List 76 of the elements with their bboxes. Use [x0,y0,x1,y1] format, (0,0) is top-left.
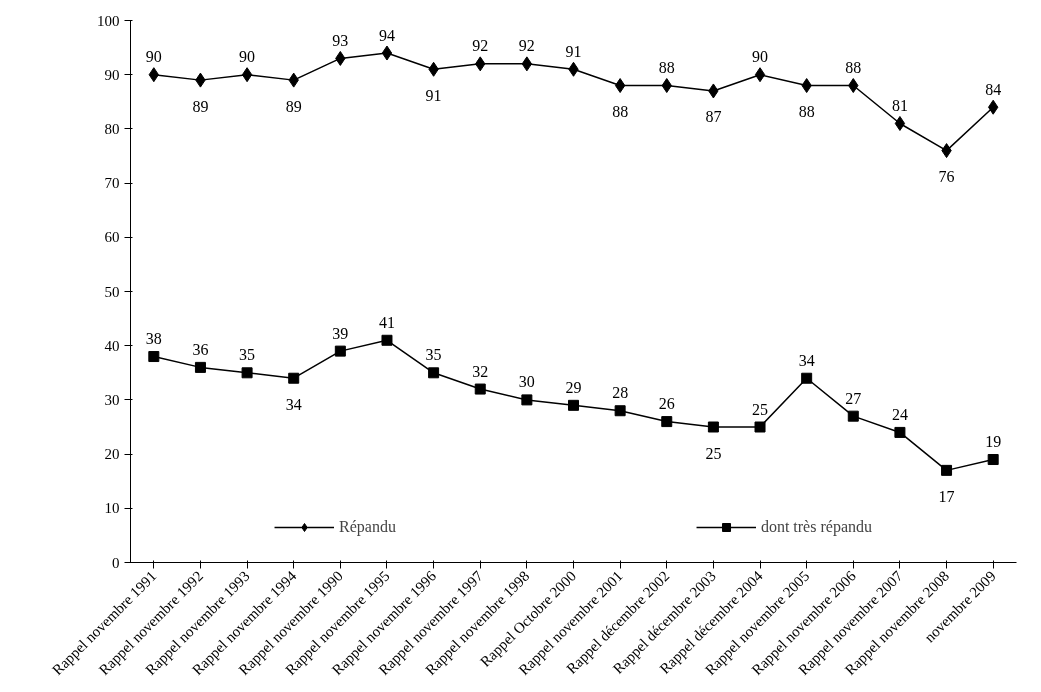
data-label: 92 [472,37,489,55]
data-label: 39 [332,324,349,342]
data-label: 94 [378,26,395,44]
point [707,421,719,433]
data-label: 88 [658,59,675,77]
point [894,115,906,131]
data-label: 34 [285,395,302,413]
point [847,410,859,422]
point [148,351,160,363]
data-label: 90 [145,48,162,66]
data-label: 32 [472,362,489,380]
point [241,67,253,83]
data-label: 89 [192,97,209,115]
legend-label: dont très répandu [760,518,872,536]
point [474,383,486,395]
point [381,45,393,61]
data-label: 36 [192,340,209,358]
point [521,394,533,406]
y-tick-label: 40 [104,337,120,354]
data-label: 90 [752,48,769,66]
data-label: 87 [705,108,722,126]
point [894,426,906,438]
data-label: 41 [378,313,395,331]
point [288,372,300,384]
point [521,56,533,72]
data-label: 24 [891,405,908,423]
point [987,454,999,466]
y-tick-label: 0 [112,554,120,571]
data-label: 76 [938,168,955,186]
y-tick-label: 80 [104,120,120,137]
point [194,361,206,373]
data-label: 88 [612,103,629,121]
y-tick-label: 50 [104,283,120,300]
data-label: 35 [425,346,442,364]
point [614,78,626,94]
data-label: 88 [798,103,815,121]
y-tick-label: 90 [104,66,120,83]
y-tick-label: 10 [104,500,120,517]
data-label: 27 [845,389,862,407]
data-label: 17 [938,487,955,505]
data-label: 25 [705,444,722,462]
y-tick-label: 70 [104,175,120,192]
point [661,416,673,428]
data-label: 35 [239,346,256,364]
data-label: 28 [612,384,629,402]
y-tick-label: 60 [104,229,120,246]
point [754,421,766,433]
y-tick-label: 100 [97,12,120,29]
point [334,345,346,357]
data-label: 34 [798,351,815,369]
point [428,367,440,379]
data-label: 38 [145,330,162,348]
y-tick-label: 20 [104,446,120,463]
data-label: 81 [891,96,908,114]
data-label: 93 [332,31,349,49]
data-label: 30 [518,373,535,391]
data-label: 88 [845,59,862,77]
point [941,464,953,476]
data-label: 92 [518,37,535,55]
data-label: 29 [565,378,582,396]
point [754,67,766,83]
data-label: 84 [985,80,1002,98]
point [241,367,253,379]
y-tick-label: 30 [104,391,120,408]
data-label: 91 [565,42,582,60]
point [381,334,393,346]
point [614,405,626,417]
point [568,399,579,411]
data-label: 90 [239,48,256,66]
legend-label: Répandu [339,518,396,536]
data-label: 89 [285,97,302,115]
data-label: 19 [985,433,1002,451]
data-label: 91 [425,86,442,104]
data-label: 25 [752,400,769,418]
data-label: 26 [658,395,675,413]
point [801,372,813,384]
